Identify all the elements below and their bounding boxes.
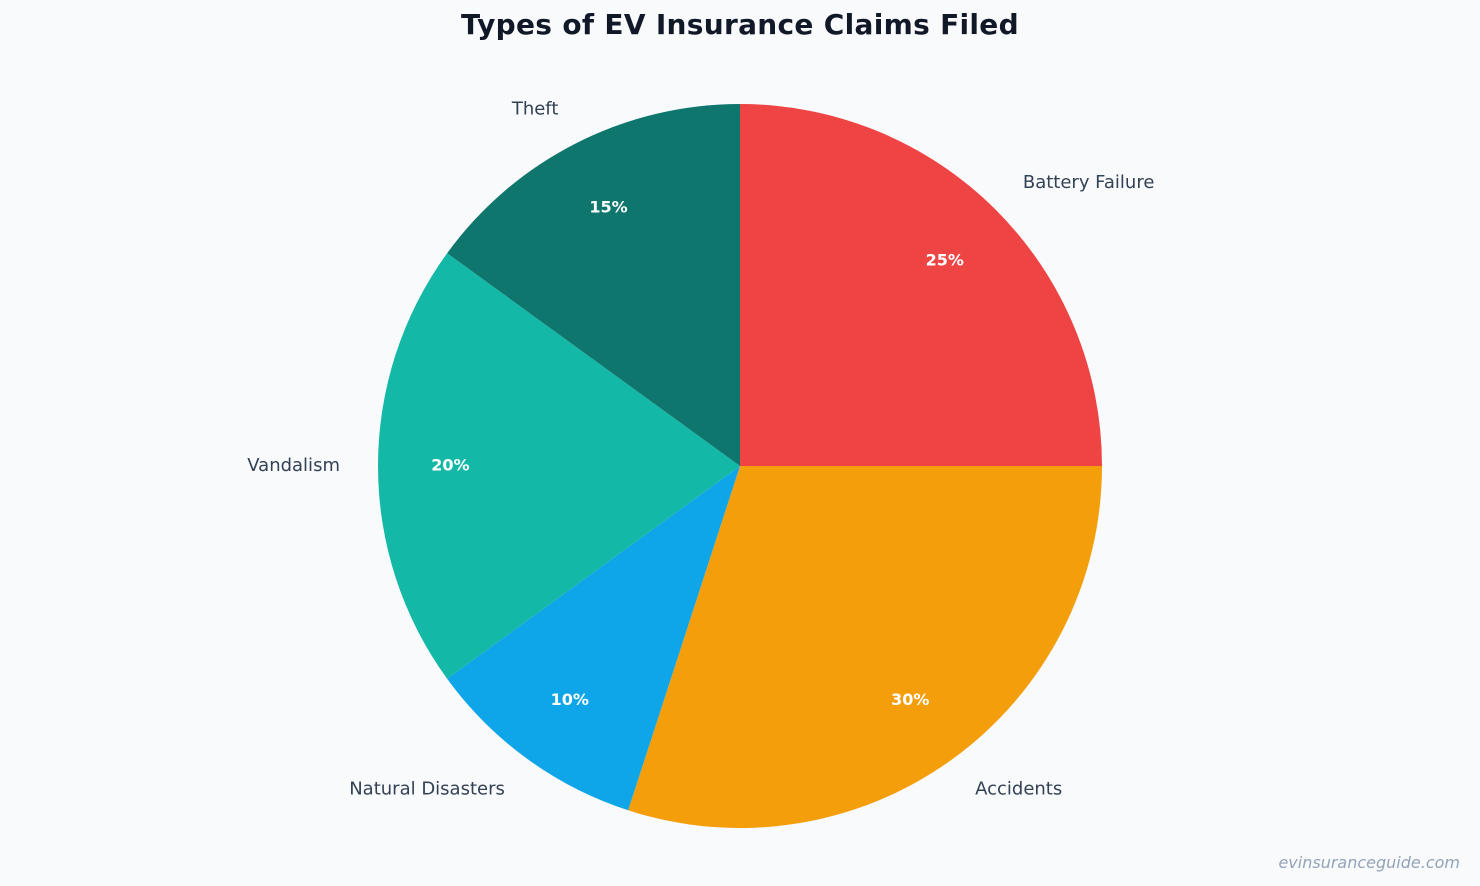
slice-label-vandalism: Vandalism	[247, 455, 340, 476]
chart-title: Types of EV Insurance Claims Filed	[461, 8, 1019, 41]
pie-slice-battery-failure	[740, 104, 1102, 466]
labels-layer: Battery Failure 25% Accidents 30% Natural Di…	[247, 99, 1154, 800]
percent-label-battery-failure: 25%	[926, 251, 964, 270]
slices-layer	[378, 103, 1102, 828]
pie-slice-vandalism	[378, 253, 740, 679]
percent-label-theft: 15%	[589, 197, 627, 216]
slice-label-battery-failure: Battery Failure	[1023, 172, 1155, 193]
slice-label-accidents: Accidents	[975, 779, 1062, 800]
pie-slice-theft	[447, 103, 740, 466]
percent-label-vandalism: 20%	[431, 456, 469, 475]
pie-slice-natural-disasters	[447, 466, 740, 811]
slice-label-theft: Theft	[511, 99, 559, 120]
pie-slice-accidents	[628, 466, 1102, 828]
watermark: evinsuranceguide.com	[1278, 853, 1460, 872]
percent-label-accidents: 30%	[891, 690, 929, 709]
percent-label-natural-disasters: 10%	[551, 690, 589, 709]
slice-label-natural-disasters: Natural Disasters	[349, 779, 505, 800]
